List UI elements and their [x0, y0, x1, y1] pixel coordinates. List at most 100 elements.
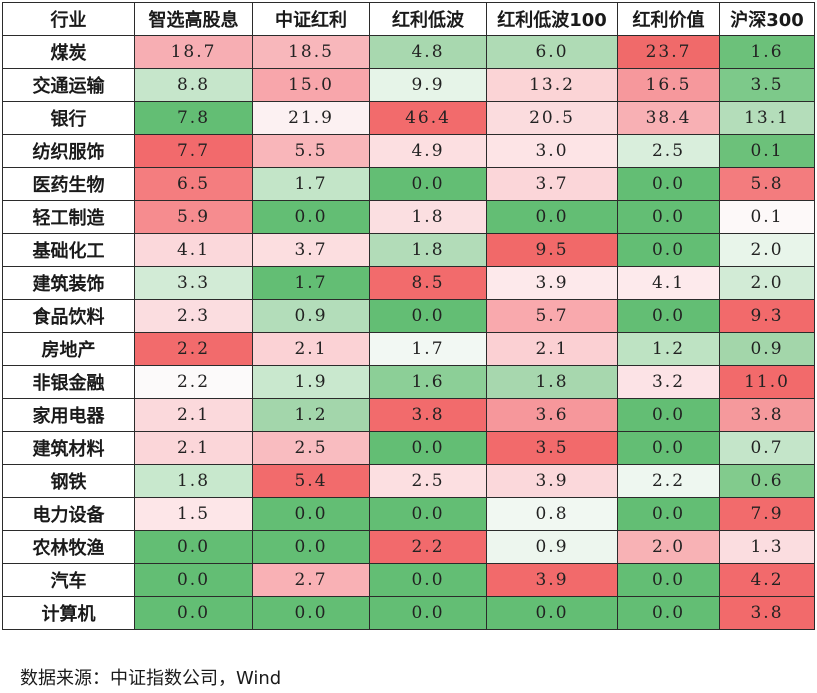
- industry-name-cell: 农林牧渔: [2, 530, 135, 564]
- header-row: 行业 智选高股息 中证红利 红利低波 红利低波100 红利价值 沪深300: [2, 2, 815, 36]
- weight-value-cell: 2.1: [486, 332, 618, 366]
- weight-value-cell: 2.2: [134, 332, 253, 366]
- weight-value-cell: 0.0: [617, 431, 720, 465]
- weight-value-cell: 3.5: [719, 68, 815, 102]
- industry-name-cell: 交通运输: [2, 68, 135, 102]
- industry-name-cell: 房地产: [2, 332, 135, 366]
- table-row: 煤炭 18.7 18.5 4.8 6.0 23.7 1.6: [2, 35, 815, 69]
- weight-value-cell: 21.9: [252, 101, 370, 135]
- weight-value-cell: 0.0: [252, 596, 370, 630]
- weight-value-cell: 0.0: [617, 398, 720, 432]
- weight-value-cell: 4.8: [369, 35, 487, 69]
- industry-name-cell: 建筑材料: [2, 431, 135, 465]
- table-row: 交通运输 8.8 15.0 9.9 13.2 16.5 3.5: [2, 68, 815, 102]
- weight-value-cell: 0.0: [617, 299, 720, 333]
- weight-value-cell: 6.5: [134, 167, 253, 201]
- weight-value-cell: 2.3: [134, 299, 253, 333]
- weight-value-cell: 3.7: [486, 167, 618, 201]
- weight-value-cell: 0.9: [719, 332, 815, 366]
- weight-value-cell: 1.7: [369, 332, 487, 366]
- industry-name-cell: 银行: [2, 101, 135, 135]
- weight-value-cell: 1.2: [617, 332, 720, 366]
- industry-name-cell: 轻工制造: [2, 200, 135, 234]
- industry-name-cell: 电力设备: [2, 497, 135, 531]
- weight-value-cell: 0.0: [617, 563, 720, 597]
- weight-value-cell: 1.8: [134, 464, 253, 498]
- weight-value-cell: 5.8: [719, 167, 815, 201]
- weight-value-cell: 7.9: [719, 497, 815, 531]
- weight-value-cell: 46.4: [369, 101, 487, 135]
- weight-value-cell: 18.5: [252, 35, 370, 69]
- column-header-zhixuan-high-dividend: 智选高股息: [134, 2, 253, 36]
- weight-value-cell: 7.7: [134, 134, 253, 168]
- weight-value-cell: 0.0: [617, 167, 720, 201]
- column-header-industry: 行业: [2, 2, 135, 36]
- weight-value-cell: 2.0: [617, 530, 720, 564]
- weight-value-cell: 1.2: [252, 398, 370, 432]
- table-row: 汽车 0.0 2.7 0.0 3.9 0.0 4.2: [2, 563, 815, 597]
- weight-value-cell: 18.7: [134, 35, 253, 69]
- industry-name-cell: 计算机: [2, 596, 135, 630]
- weight-value-cell: 1.5: [134, 497, 253, 531]
- weight-value-cell: 1.6: [719, 35, 815, 69]
- weight-value-cell: 0.0: [486, 200, 618, 234]
- weight-value-cell: 0.0: [617, 200, 720, 234]
- weight-value-cell: 3.5: [486, 431, 618, 465]
- weight-value-cell: 0.0: [369, 167, 487, 201]
- weight-value-cell: 2.1: [134, 398, 253, 432]
- weight-value-cell: 0.0: [134, 563, 253, 597]
- weight-value-cell: 5.9: [134, 200, 253, 234]
- weight-value-cell: 3.6: [486, 398, 618, 432]
- weight-value-cell: 3.8: [369, 398, 487, 432]
- industry-name-cell: 家用电器: [2, 398, 135, 432]
- weight-value-cell: 1.9: [252, 365, 370, 399]
- industry-name-cell: 食品饮料: [2, 299, 135, 333]
- weight-value-cell: 2.7: [252, 563, 370, 597]
- weight-value-cell: 3.8: [719, 596, 815, 630]
- industry-name-cell: 汽车: [2, 563, 135, 597]
- weight-value-cell: 16.5: [617, 68, 720, 102]
- industry-name-cell: 建筑装饰: [2, 266, 135, 300]
- table-row: 银行 7.8 21.9 46.4 20.5 38.4 13.1: [2, 101, 815, 135]
- weight-value-cell: 0.0: [252, 497, 370, 531]
- weight-value-cell: 1.7: [252, 266, 370, 300]
- weight-value-cell: 4.2: [719, 563, 815, 597]
- weight-value-cell: 1.3: [719, 530, 815, 564]
- weight-value-cell: 0.0: [369, 563, 487, 597]
- column-header-dividend-value: 红利价值: [617, 2, 720, 36]
- industry-name-cell: 基础化工: [2, 233, 135, 267]
- weight-value-cell: 0.0: [617, 596, 720, 630]
- table-body: 煤炭 18.7 18.5 4.8 6.0 23.7 1.6 交通运输 8.8 15.0 9.9 13.…: [2, 35, 815, 630]
- weight-value-cell: 0.0: [617, 233, 720, 267]
- weight-value-cell: 0.0: [134, 530, 253, 564]
- weight-value-cell: 0.0: [369, 431, 487, 465]
- weight-value-cell: 3.3: [134, 266, 253, 300]
- weight-value-cell: 2.1: [134, 431, 253, 465]
- industry-name-cell: 钢铁: [2, 464, 135, 498]
- column-header-csi-dividend: 中证红利: [252, 2, 370, 36]
- industry-name-cell: 煤炭: [2, 35, 135, 69]
- weight-value-cell: 2.5: [252, 431, 370, 465]
- table-row: 钢铁 1.8 5.4 2.5 3.9 2.2 0.6: [2, 464, 815, 498]
- weight-value-cell: 1.8: [369, 233, 487, 267]
- weight-value-cell: 0.0: [369, 299, 487, 333]
- table-row: 非银金融 2.2 1.9 1.6 1.8 3.2 11.0: [2, 365, 815, 399]
- weight-value-cell: 38.4: [617, 101, 720, 135]
- weight-value-cell: 0.0: [486, 596, 618, 630]
- weight-value-cell: 2.2: [617, 464, 720, 498]
- table-row: 医药生物 6.5 1.7 0.0 3.7 0.0 5.8: [2, 167, 815, 201]
- weight-value-cell: 5.4: [252, 464, 370, 498]
- weight-value-cell: 0.9: [252, 299, 370, 333]
- table-row: 基础化工 4.1 3.7 1.8 9.5 0.0 2.0: [2, 233, 815, 267]
- weight-value-cell: 2.5: [617, 134, 720, 168]
- weight-value-cell: 2.1: [252, 332, 370, 366]
- table-row: 建筑材料 2.1 2.5 0.0 3.5 0.0 0.7: [2, 431, 815, 465]
- weight-value-cell: 13.1: [719, 101, 815, 135]
- table-row: 食品饮料 2.3 0.9 0.0 5.7 0.0 9.3: [2, 299, 815, 333]
- weight-value-cell: 1.6: [369, 365, 487, 399]
- weight-value-cell: 0.7: [719, 431, 815, 465]
- weight-value-cell: 11.0: [719, 365, 815, 399]
- table-row: 计算机 0.0 0.0 0.0 0.0 0.0 3.8: [2, 596, 815, 630]
- weight-value-cell: 3.9: [486, 266, 618, 300]
- weight-value-cell: 23.7: [617, 35, 720, 69]
